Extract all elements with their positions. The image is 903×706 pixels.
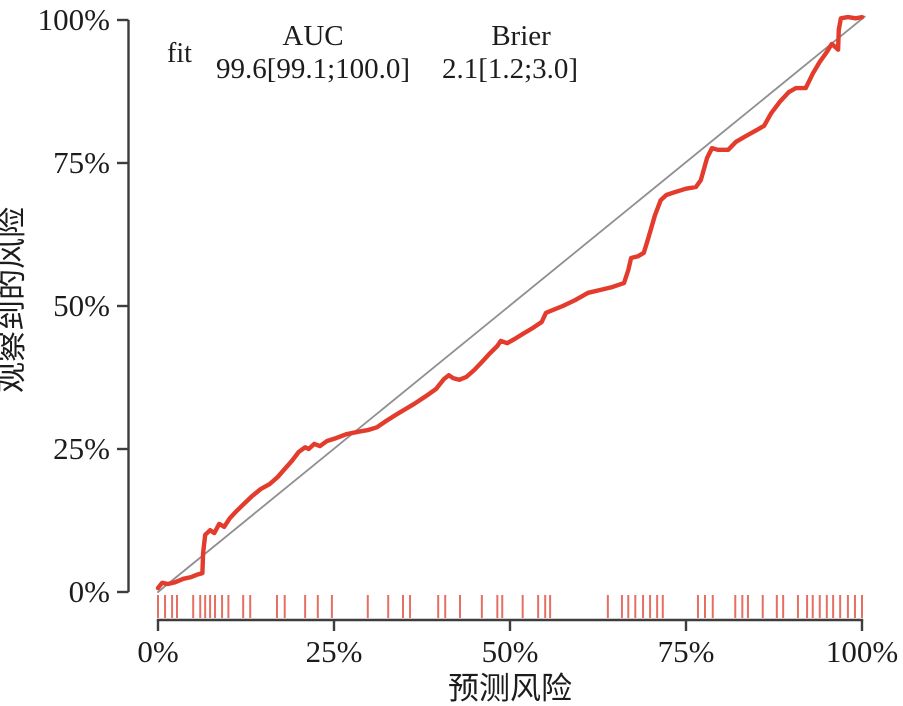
x-tick-label: 100%: [826, 634, 898, 669]
x-tick-label: 50%: [482, 634, 539, 669]
legend-fit-label: fit: [167, 38, 192, 69]
x-tick-label: 75%: [658, 634, 715, 669]
x-tick-label: 25%: [306, 634, 363, 669]
data-series: [155, 14, 866, 593]
y-tick-label: 75%: [53, 145, 110, 180]
calibration-curve-line: [155, 14, 865, 591]
tick-labels: 0% 25% 50% 75% 100% 0% 25% 50% 75% 100%: [38, 2, 898, 669]
axes: [117, 18, 864, 631]
y-tick-label: 100%: [38, 2, 110, 37]
x-axis-title: 预测风险: [448, 671, 572, 706]
y-tick-label: 0%: [69, 574, 110, 609]
legend-auc-header: AUC: [282, 20, 343, 52]
y-axis-title: 观察到的风险: [0, 207, 29, 393]
legend-brier-value: 2.1[1.2;3.0]: [442, 53, 578, 85]
ideal-diagonal-line: [157, 15, 866, 593]
y-tick-label: 25%: [53, 431, 110, 466]
legend-brier-header: Brier: [491, 20, 551, 52]
legend-auc-value: 99.6[99.1;100.0]: [216, 53, 410, 85]
rug-marks: [157, 595, 863, 618]
y-tick-label: 50%: [53, 288, 110, 323]
x-tick-label: 0%: [137, 634, 178, 669]
